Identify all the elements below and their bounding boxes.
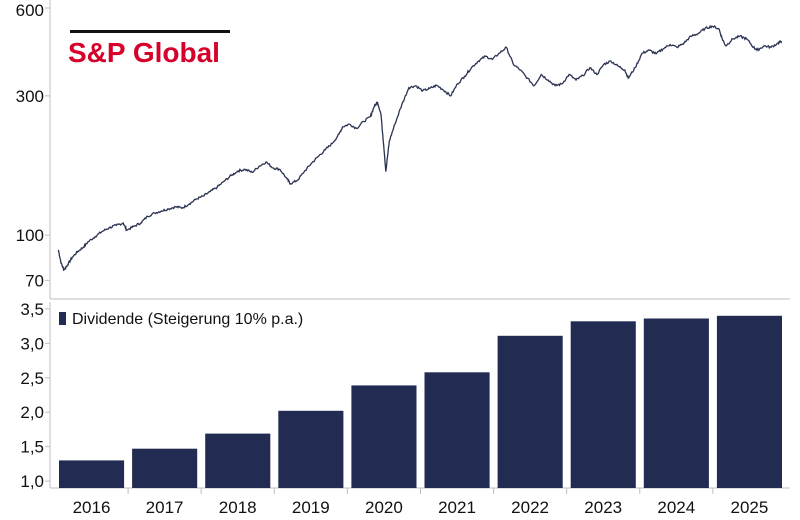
dividend-y-tick-label: 3,5 bbox=[20, 300, 44, 319]
dividend-bar-2022 bbox=[497, 335, 563, 488]
price-y-tick-label: 600 bbox=[16, 1, 44, 20]
dividend-panel: 1,01,52,02,53,03,5 2016 2017 2018 2019 2020 2… bbox=[20, 300, 790, 517]
year-label-2016: 2016 bbox=[73, 498, 111, 517]
dividend-bar-2021 bbox=[424, 372, 490, 488]
dividend-bars bbox=[59, 315, 782, 488]
price-y-tick-label: 300 bbox=[16, 87, 44, 106]
legend-swatch bbox=[59, 312, 66, 325]
dividend-y-tick-label: 1,0 bbox=[20, 472, 44, 491]
dividend-y-tick-label: 2,0 bbox=[20, 403, 44, 422]
year-label-2023: 2023 bbox=[584, 498, 622, 517]
dividend-y-tick-label: 1,5 bbox=[20, 438, 44, 457]
price-y-tick-label: 100 bbox=[16, 226, 44, 245]
sp-global-logo: S&P Global bbox=[68, 37, 220, 68]
dividend-bar-2017 bbox=[132, 448, 198, 488]
year-label-2024: 2024 bbox=[657, 498, 695, 517]
dividend-bar-2019 bbox=[278, 410, 344, 488]
year-label-2020: 2020 bbox=[365, 498, 403, 517]
price-y-ticks: 70 100 300 600 bbox=[16, 1, 50, 290]
year-labels: 2016 2017 2018 2019 2020 2021 2022 2023 2024 2025 bbox=[73, 488, 768, 517]
price-line bbox=[57, 24, 783, 272]
price-y-tick-label: 70 bbox=[25, 271, 44, 290]
year-label-2021: 2021 bbox=[438, 498, 476, 517]
year-label-2018: 2018 bbox=[219, 498, 257, 517]
year-label-2019: 2019 bbox=[292, 498, 330, 517]
dividend-y-tick-label: 3,0 bbox=[20, 334, 44, 353]
year-label-2022: 2022 bbox=[511, 498, 549, 517]
dividend-y-tick-label: 2,5 bbox=[20, 369, 44, 388]
dividend-bar-2018 bbox=[205, 433, 271, 488]
logo-bar bbox=[70, 30, 230, 33]
price-panel: 70 100 300 600 S&P Global bbox=[16, 0, 783, 299]
legend-label: Dividende (Steigerung 10% p.a.) bbox=[72, 311, 303, 328]
dividend-y-ticks: 1,0 1,5 2,0 2,5 3,0 3,5 bbox=[20, 300, 50, 491]
dividend-bar-2024 bbox=[643, 318, 709, 488]
year-label-2025: 2025 bbox=[730, 498, 768, 517]
dividend-bar-2016 bbox=[59, 460, 125, 488]
legend: Dividende (Steigerung 10% p.a.) bbox=[59, 311, 303, 328]
dividend-bar-2025 bbox=[716, 315, 782, 488]
year-label-2017: 2017 bbox=[146, 498, 184, 517]
dividend-bar-2020 bbox=[351, 385, 417, 488]
dividend-bar-2023 bbox=[570, 321, 636, 488]
